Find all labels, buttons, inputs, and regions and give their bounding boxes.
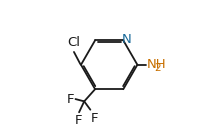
Text: F: F [66,93,74,106]
Text: F: F [90,112,98,125]
Text: NH: NH [146,58,165,71]
Text: N: N [121,33,131,46]
Text: F: F [74,114,82,127]
Text: Cl: Cl [67,36,80,49]
Text: 2: 2 [154,63,160,73]
